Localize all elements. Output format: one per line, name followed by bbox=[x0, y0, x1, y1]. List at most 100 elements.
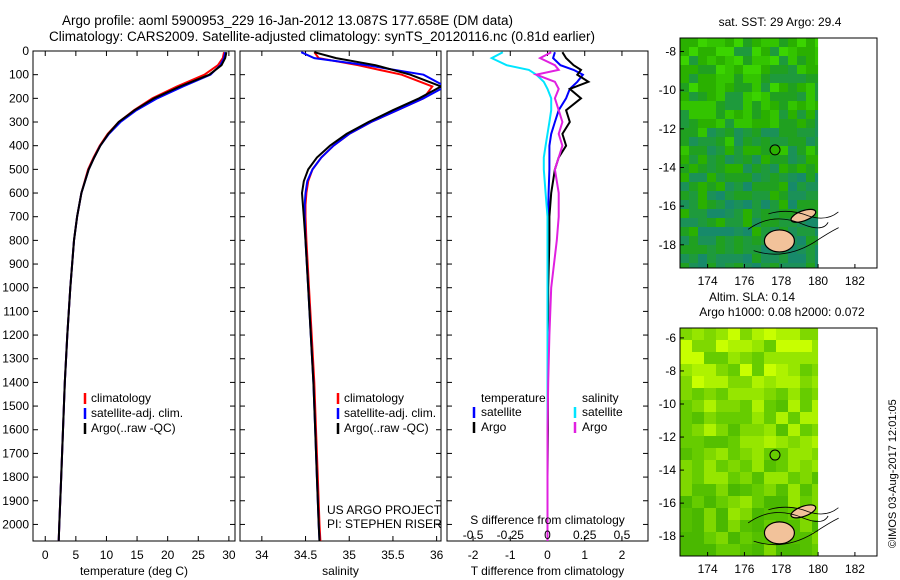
sla_map-ytick-label: -6 bbox=[665, 331, 676, 345]
sla_map-field-cell bbox=[692, 544, 704, 556]
sst_map-field-cell bbox=[689, 200, 698, 209]
sst_map-field-cell bbox=[788, 155, 797, 164]
sst_map-field-cell bbox=[779, 209, 788, 218]
sst_map-field-cell bbox=[680, 191, 689, 200]
sla_map-field-cell bbox=[764, 508, 776, 520]
sst_map-field-cell bbox=[806, 218, 815, 227]
sla_map-field-cell bbox=[752, 508, 764, 520]
sst_map-field-cell bbox=[680, 38, 689, 47]
sst_map-field-cell bbox=[689, 263, 698, 268]
sla_map-field-cell bbox=[704, 496, 716, 508]
sla_map-field-cell bbox=[716, 340, 728, 352]
sla_map-field-cell bbox=[752, 532, 764, 544]
sla_map-field-cell bbox=[716, 448, 728, 460]
sla_map-field-cell bbox=[740, 388, 752, 400]
sla_map-field-cell bbox=[740, 460, 752, 472]
differences-s-tick-label: 0.25 bbox=[573, 528, 597, 542]
sst_map-field-cell bbox=[680, 254, 689, 263]
sst_map-field-cell bbox=[761, 182, 770, 191]
sst_map-field-cell bbox=[716, 110, 725, 119]
sla-map-subtitle: Argo h1000: 0.08 h2000: 0.072 bbox=[699, 305, 865, 319]
sla_map-field-cell bbox=[680, 544, 692, 556]
sla_map-field-cell bbox=[692, 388, 704, 400]
sla_map-contour bbox=[753, 517, 839, 546]
sst_map-field-cell bbox=[689, 83, 698, 92]
sst_map-field-cell bbox=[716, 164, 725, 173]
salinity-xlabel: salinity bbox=[322, 564, 359, 578]
sst_map-field-cell bbox=[788, 101, 797, 110]
sst_map-field-cell bbox=[743, 146, 752, 155]
sst_map-field-cell bbox=[752, 245, 761, 254]
sst_map-field-cell bbox=[716, 137, 725, 146]
sst_map-field-cell bbox=[815, 227, 819, 236]
sla_map-field-cell bbox=[800, 328, 812, 340]
sla_map-field-cell bbox=[692, 376, 704, 388]
sla_map-field-cell bbox=[692, 340, 704, 352]
depth-tick-label: 400 bbox=[9, 139, 29, 153]
sst_map-field-cell bbox=[725, 227, 734, 236]
sst_map-field-cell bbox=[752, 155, 761, 164]
sst_map-field-cell bbox=[761, 137, 770, 146]
sst_map-field-cell bbox=[797, 263, 806, 268]
figure-title-line1: Argo profile: aoml 5900953_229 16-Jan-20… bbox=[62, 13, 514, 28]
sla_map-ytick-label: -8 bbox=[665, 364, 676, 378]
sla_map-field-cell bbox=[728, 508, 740, 520]
sla_map-field-cell bbox=[812, 388, 819, 400]
salinity-xtick-label: 36 bbox=[430, 548, 444, 562]
sst_map-field-cell bbox=[680, 83, 689, 92]
temperature-xlabel: temperature (deg C) bbox=[80, 564, 188, 578]
sla_map-field-cell bbox=[776, 472, 788, 484]
sla_map-field-cell bbox=[800, 472, 812, 484]
sla_map-ytick-label: -10 bbox=[659, 397, 677, 411]
sst_map-field-cell bbox=[779, 200, 788, 209]
sst_map-field-cell bbox=[716, 173, 725, 182]
sst_map-field-cell bbox=[680, 200, 689, 209]
sla_map-field-cell bbox=[752, 400, 764, 412]
sla_map-field-cell bbox=[680, 388, 692, 400]
sst_map-field-cell bbox=[725, 65, 734, 74]
sla_map-field-cell bbox=[692, 496, 704, 508]
sst_map-ytick-label: -18 bbox=[659, 238, 677, 252]
sla_map-field-cell bbox=[776, 436, 788, 448]
sst_map-field-cell bbox=[761, 38, 770, 47]
differences-legend-sal-title: salinity bbox=[582, 391, 619, 405]
sst_map-field-cell bbox=[770, 83, 779, 92]
sla_map-field-cell bbox=[692, 328, 704, 340]
sla_map-field-cell bbox=[764, 364, 776, 376]
sla_map-field-cell bbox=[692, 352, 704, 364]
sst_map-field-cell bbox=[725, 254, 734, 263]
sla_map-field-cell bbox=[728, 412, 740, 424]
sla_map-field-cell bbox=[800, 484, 812, 496]
sst_map-field-cell bbox=[707, 182, 716, 191]
sla_map-ytick-label: -18 bbox=[659, 529, 677, 543]
sst_map-field-cell bbox=[743, 200, 752, 209]
sst_map-field-cell bbox=[680, 137, 689, 146]
sst_map-field-cell bbox=[698, 56, 707, 65]
sla_map-field-cell bbox=[716, 472, 728, 484]
sla_map-field-cell bbox=[812, 496, 819, 508]
sst_map-field-cell bbox=[797, 191, 806, 200]
sst_map-contour bbox=[747, 218, 829, 230]
sst_map-field-cell bbox=[779, 74, 788, 83]
sla_map-field-cell bbox=[800, 520, 812, 532]
sst_map-field-cell bbox=[815, 137, 819, 146]
sst_map-field-cell bbox=[743, 110, 752, 119]
sst_map-xtick-label: 182 bbox=[845, 274, 865, 288]
sla_map-field-cell bbox=[812, 448, 819, 460]
sst_map-field-cell bbox=[788, 200, 797, 209]
sla_map-field-cell bbox=[680, 328, 692, 340]
sst_map-field-cell bbox=[761, 47, 770, 56]
sla_map-field-cell bbox=[680, 484, 692, 496]
sla_map-field-cell bbox=[812, 376, 819, 388]
sst_map-field-cell bbox=[806, 56, 815, 65]
sst_map-field-cell bbox=[761, 56, 770, 65]
sst_map-field-cell bbox=[815, 164, 819, 173]
sla_map-ytick-label: -12 bbox=[659, 430, 677, 444]
temperature-series-argo-raw-qc- bbox=[57, 52, 228, 541]
sst_map-field-cell bbox=[752, 146, 761, 155]
sst_map-field-cell bbox=[743, 236, 752, 245]
sla_map-field-cell bbox=[740, 544, 752, 556]
differences-xtick-label: 2 bbox=[619, 548, 626, 562]
sla_map-field-cell bbox=[728, 352, 740, 364]
sst_map-field-cell bbox=[680, 119, 689, 128]
